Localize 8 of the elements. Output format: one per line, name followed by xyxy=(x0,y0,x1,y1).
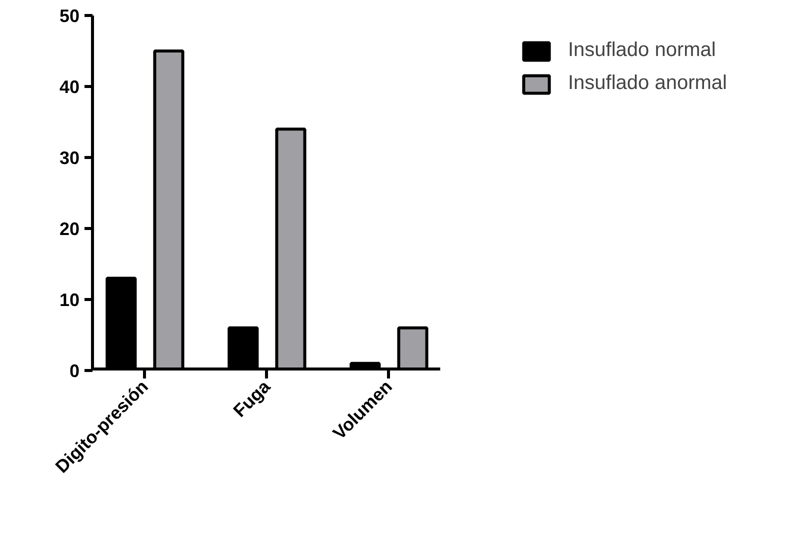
legend-label: Insuflado normal xyxy=(568,39,716,62)
y-tick-label: 50 xyxy=(59,6,80,26)
y-tick-label: 20 xyxy=(59,219,80,239)
y-tick-label: 30 xyxy=(59,148,80,168)
y-tick-label: 10 xyxy=(59,290,80,310)
y-tick-label: 0 xyxy=(69,361,80,381)
y-tick-label: 40 xyxy=(59,77,80,97)
legend-label: Insuflado anormal xyxy=(568,72,727,95)
